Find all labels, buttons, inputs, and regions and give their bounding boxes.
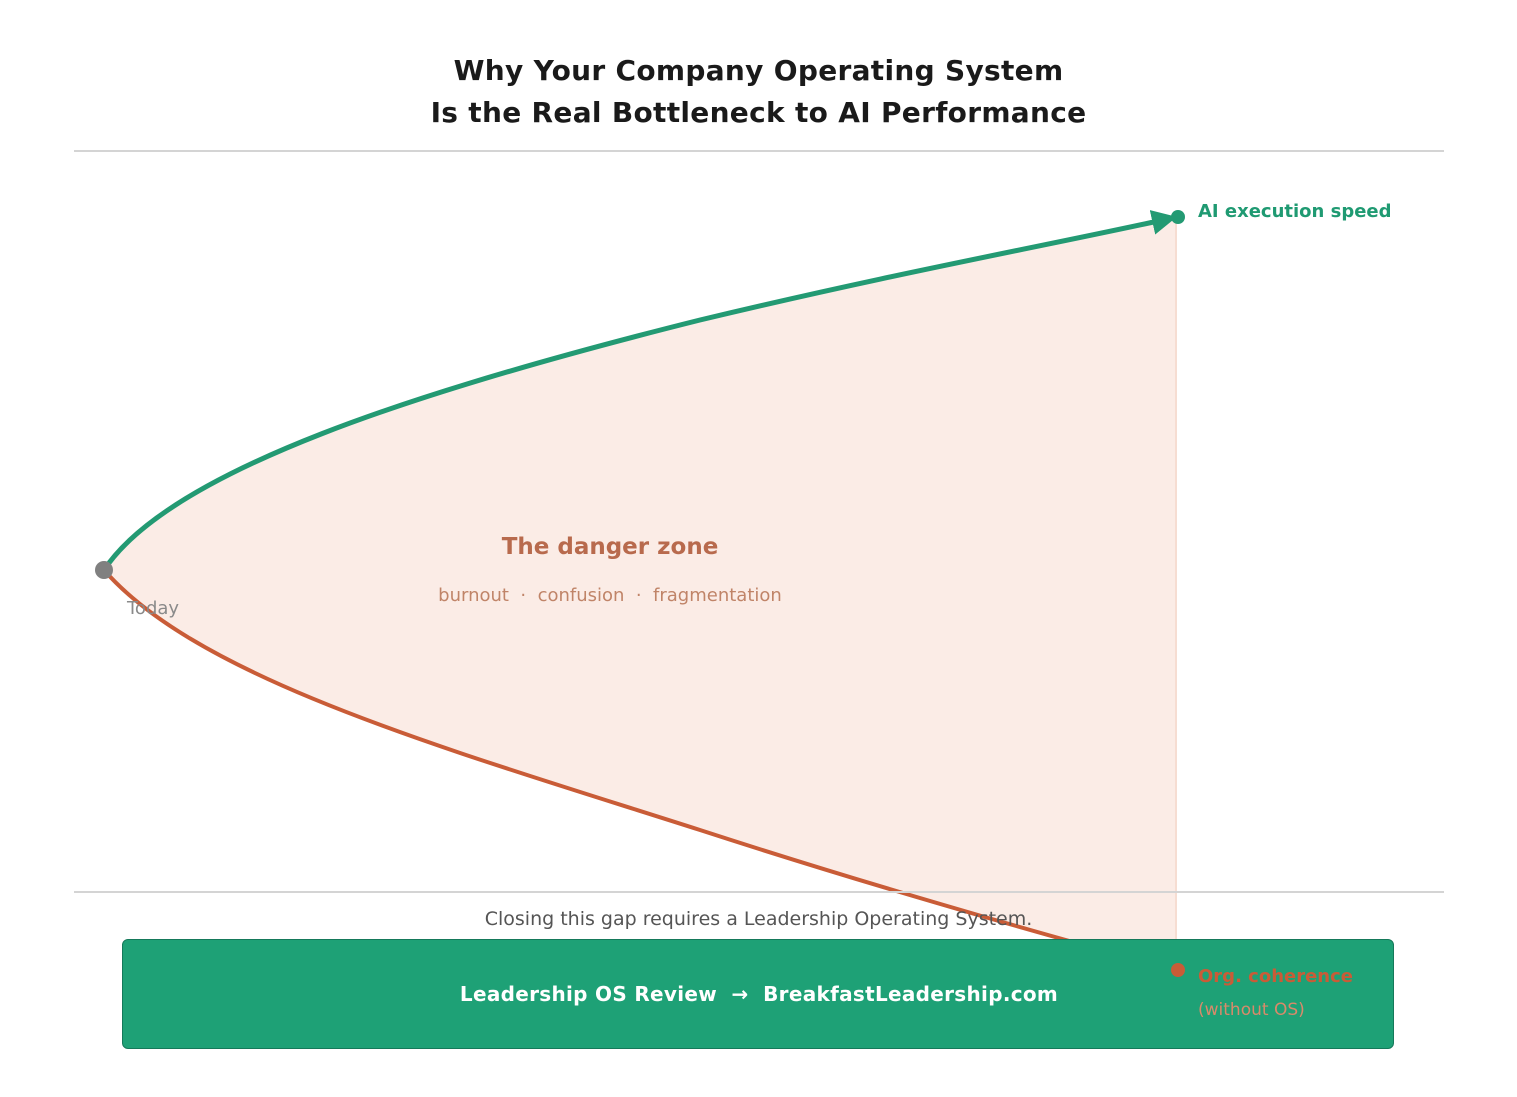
org-coherence-label: Org. coherence [1198,966,1354,987]
ai-execution-speed-label: AI execution speed [1198,201,1392,222]
title-line-1: Why Your Company Operating System [453,54,1064,87]
bottom-divider [74,891,1444,893]
ai-execution-speed-curve [101,210,1177,573]
org-coherence-sublabel: (without OS) [1198,1000,1305,1020]
leadership-os-review-button[interactable]: Leadership OS Review → BreakfastLeadersh… [122,939,1394,1049]
footer-note: Closing this gap requires a Leadership O… [484,908,1033,930]
today-point [95,561,113,579]
top-divider [74,150,1444,152]
org-coherence-curve [102,568,1176,975]
danger-zone-area [104,218,1176,970]
danger-zone-subtitle: burnout · confusion · fragmentation [438,585,782,606]
danger-zone-title: The danger zone [501,534,719,560]
today-label: Today [127,598,180,619]
cta-label: Leadership OS Review → BreakfastLeadersh… [459,982,1059,1006]
title-line-2: Is the Real Bottleneck to AI Performance [430,96,1087,129]
